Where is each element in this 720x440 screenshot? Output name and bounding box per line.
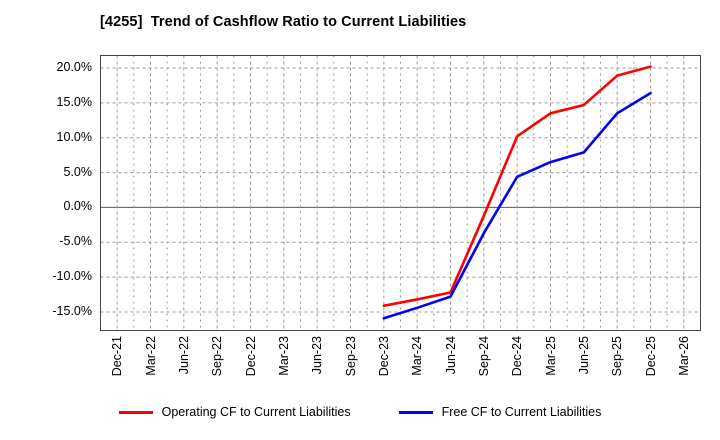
x-axis-tick-label: Sep-23 — [343, 336, 358, 377]
legend-label: Free CF to Current Liabilities — [441, 405, 602, 419]
legend-label: Operating CF to Current Liabilities — [161, 405, 351, 419]
gridlines — [100, 55, 701, 331]
x-axis-tick-label: Mar-23 — [276, 336, 291, 376]
x-axis-tick-label: Mar-24 — [410, 336, 425, 376]
y-axis-tick-label: 15.0% — [56, 94, 92, 109]
y-axis-tick-label: 10.0% — [56, 129, 92, 144]
y-axis-tick-label: 0.0% — [63, 199, 93, 214]
y-axis-tick-label: 5.0% — [63, 164, 93, 179]
x-axis-tick-label: Dec-22 — [243, 336, 258, 377]
legend-entry[interactable]: Operating CF to Current Liabilities — [118, 405, 351, 419]
series-line — [382, 91, 652, 320]
x-axis-tick-label: Jun-23 — [310, 336, 325, 375]
series-lines — [382, 65, 652, 320]
x-axis-tick-label: Mar-22 — [143, 336, 158, 376]
x-axis-tick-label: Sep-25 — [610, 336, 625, 377]
plot-border — [100, 55, 701, 331]
x-axis-tick-label: Mar-26 — [676, 336, 691, 376]
x-axis-tick-label: Dec-21 — [110, 336, 125, 377]
x-axis-tick-label: Jun-25 — [576, 336, 591, 375]
x-axis-tick-label: Sep-24 — [476, 336, 491, 377]
series-line — [382, 65, 652, 308]
x-axis-tick-label: Dec-23 — [376, 336, 391, 377]
chart-title: [4255] Trend of Cashflow Ratio to Curren… — [100, 14, 467, 30]
x-axis-tick-label: Jun-24 — [443, 336, 458, 375]
y-axis-tick-label: -5.0% — [59, 234, 92, 249]
chart-legend: Operating CF to Current Liabilities Free … — [0, 405, 720, 419]
y-axis-tick-label: 20.0% — [56, 60, 92, 74]
y-axis-tick-label: -10.0% — [52, 269, 92, 284]
legend-color-swatch — [118, 410, 153, 414]
x-axis-tick-label: Dec-24 — [510, 336, 525, 377]
y-axis-tick-label: -15.0% — [52, 304, 92, 318]
x-axis-tick-label: Dec-25 — [643, 336, 658, 377]
x-axis-tick-label: Sep-22 — [210, 336, 225, 377]
legend-color-swatch — [398, 410, 433, 414]
x-axis-tick-label: Jun-22 — [176, 336, 191, 375]
x-axis-tick-label: Mar-25 — [543, 336, 558, 376]
legend-entry[interactable]: Free CF to Current Liabilities — [398, 405, 602, 419]
